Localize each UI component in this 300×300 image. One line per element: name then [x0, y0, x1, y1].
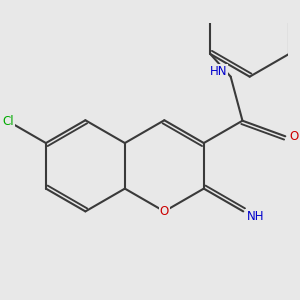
Text: O: O — [289, 130, 298, 143]
Text: NH: NH — [246, 210, 264, 223]
Text: Cl: Cl — [3, 115, 14, 128]
Text: O: O — [160, 205, 169, 218]
Text: HN: HN — [210, 65, 227, 78]
